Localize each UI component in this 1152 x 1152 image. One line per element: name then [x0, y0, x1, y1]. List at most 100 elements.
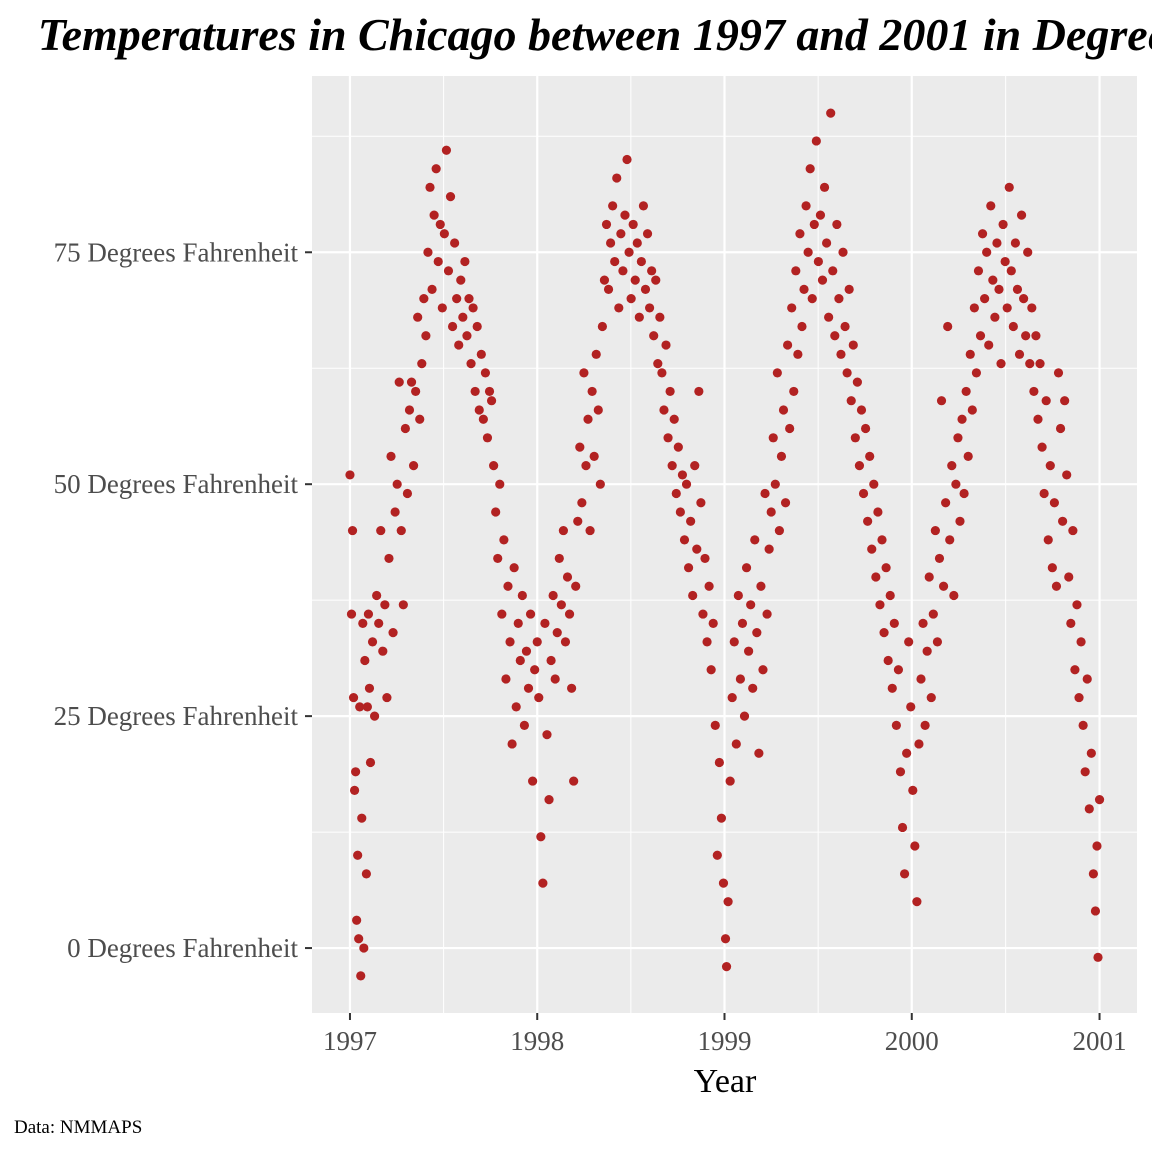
- data-points: [345, 108, 1105, 981]
- data-point: [871, 572, 881, 582]
- data-point: [544, 795, 554, 805]
- data-point: [1031, 331, 1041, 341]
- data-point: [936, 396, 947, 406]
- data-point: [731, 739, 741, 749]
- data-point: [945, 535, 955, 545]
- data-point: [562, 572, 573, 582]
- data-point: [665, 386, 675, 397]
- data-point: [480, 368, 491, 378]
- data-point: [517, 590, 527, 601]
- data-point: [704, 581, 714, 591]
- x-tick-label: 1999: [698, 1026, 752, 1056]
- data-point: [603, 284, 614, 294]
- data-point: [770, 479, 780, 489]
- data-point: [644, 303, 655, 313]
- data-point: [821, 238, 832, 248]
- data-point: [649, 331, 659, 341]
- data-point: [374, 618, 384, 628]
- data-point: [891, 720, 901, 731]
- data-point: [651, 275, 661, 285]
- data-point: [887, 683, 897, 693]
- data-point: [1058, 516, 1068, 526]
- data-point: [509, 563, 519, 573]
- x-tick-label: 1998: [510, 1026, 564, 1056]
- data-point: [437, 303, 447, 313]
- data-point: [1060, 396, 1070, 406]
- data-point: [404, 405, 415, 415]
- data-point: [349, 785, 360, 795]
- data-point: [1027, 303, 1037, 313]
- data-point: [462, 331, 472, 341]
- data-point: [899, 869, 910, 879]
- data-point: [877, 535, 887, 545]
- data-point: [622, 154, 632, 165]
- data-point: [721, 962, 732, 972]
- data-point: [346, 609, 357, 619]
- data-point: [904, 637, 914, 647]
- data-point: [1090, 906, 1101, 916]
- data-point: [850, 433, 860, 443]
- data-point: [902, 748, 912, 758]
- data-point: [860, 423, 871, 434]
- data-point: [548, 590, 558, 601]
- data-point: [386, 451, 396, 461]
- data-point: [400, 423, 410, 434]
- data-point: [503, 581, 513, 591]
- data-point: [994, 284, 1004, 294]
- data-point: [642, 229, 653, 239]
- data-point: [530, 665, 540, 675]
- data-point: [348, 692, 359, 703]
- x-axis: 1997 1998 1999 2000 2001: [323, 1013, 1127, 1056]
- data-point: [932, 637, 943, 647]
- data-point: [608, 201, 618, 211]
- data-point: [398, 600, 408, 610]
- data-point: [714, 757, 724, 768]
- data-point: [754, 748, 764, 758]
- data-point: [452, 294, 462, 304]
- data-point: [922, 646, 932, 656]
- data-point: [495, 479, 505, 489]
- data-point: [817, 275, 828, 285]
- data-point: [969, 303, 979, 313]
- data-point: [943, 321, 953, 332]
- data-point: [961, 386, 971, 397]
- data-point: [564, 609, 575, 619]
- data-point: [536, 832, 546, 842]
- data-point: [1002, 303, 1012, 313]
- data-point: [511, 702, 521, 712]
- data-point: [768, 433, 778, 443]
- data-point: [591, 349, 601, 359]
- data-point: [1076, 637, 1086, 647]
- data-point: [378, 646, 388, 656]
- data-point: [431, 164, 441, 174]
- data-point: [1068, 525, 1078, 536]
- data-point: [638, 201, 649, 211]
- data-point: [554, 553, 564, 564]
- data-point: [830, 331, 840, 341]
- data-point: [519, 720, 530, 731]
- data-point: [445, 192, 456, 202]
- data-point: [815, 210, 826, 220]
- data-point: [920, 720, 930, 731]
- data-point: [408, 461, 419, 471]
- data-point: [1084, 804, 1094, 814]
- data-point: [540, 618, 550, 628]
- data-point: [567, 683, 577, 693]
- data-point: [482, 433, 493, 443]
- data-point: [1093, 952, 1103, 962]
- data-point: [384, 553, 394, 564]
- data-point: [634, 312, 644, 322]
- data-point: [963, 451, 973, 461]
- data-point: [955, 516, 965, 526]
- data-point: [497, 609, 507, 619]
- data-point: [801, 201, 811, 211]
- data-point: [752, 628, 762, 638]
- data-point: [671, 488, 681, 499]
- data-point: [1033, 414, 1043, 424]
- data-point: [953, 433, 963, 443]
- data-point: [468, 303, 478, 313]
- y-tick-label: 0 Degrees Fahrenheit: [67, 933, 298, 963]
- chart-title: Temperatures in Chicago between 1997 and…: [38, 9, 1152, 60]
- data-point: [441, 145, 452, 155]
